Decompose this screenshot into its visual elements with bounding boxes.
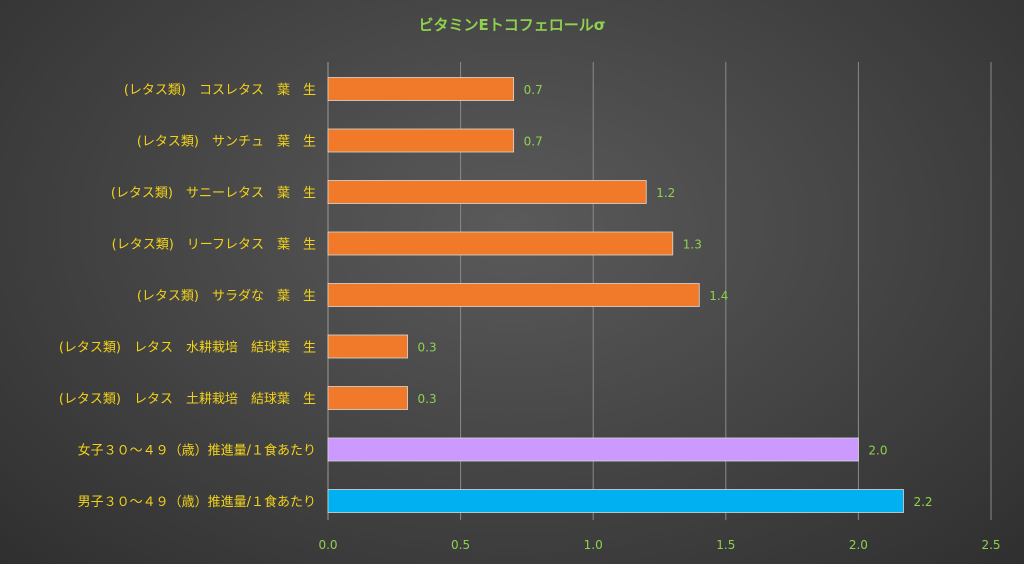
x-tick-label: 2.5 (981, 538, 1000, 552)
bar (327, 128, 515, 153)
x-tick-label: 1.0 (584, 538, 603, 552)
data-label: 1.3 (683, 238, 702, 252)
data-label: 1.2 (656, 186, 675, 200)
bar (327, 231, 674, 256)
data-label: 2.2 (913, 495, 932, 509)
x-tick-label: 0.5 (451, 538, 470, 552)
chart-title: ビタミンEトコフェロールσ (419, 16, 606, 34)
data-label: 0.3 (418, 392, 437, 406)
category-label: (レタス類) サラダな 葉 生 (137, 289, 316, 304)
bars (327, 77, 904, 513)
labels: 0.0 0.5 1.0 1.5 2.0 2.5 (レタス類) コスレタス 葉 生 0.7 (レタ… (59, 83, 1001, 552)
category-label: (レタス類) レタス 水耕栽培 結球葉 生 (59, 340, 316, 356)
data-label: 2.0 (868, 444, 887, 458)
x-tick-label: 2.0 (849, 538, 868, 552)
bar (327, 437, 859, 462)
bar (327, 283, 700, 307)
bar (327, 180, 647, 204)
bar (327, 77, 515, 101)
category-label: 女子３０～４９（歳）推進量/１食あたり (78, 443, 316, 459)
category-label: (レタス類) リーフレタス 葉 生 (112, 238, 316, 253)
category-label: (レタス類) レタス 土耕栽培 結球葉 生 (59, 391, 316, 407)
category-label: 男子３０～４９（歳）推進量/１食あたり (78, 494, 316, 510)
data-label: 1.4 (709, 289, 728, 303)
data-label: 0.3 (418, 341, 437, 355)
bar (327, 386, 408, 410)
category-label: (レタス類) サンチュ 葉 生 (137, 135, 316, 150)
category-label: (レタス類) サニーレタス 葉 生 (111, 186, 316, 201)
x-tick-label: 1.5 (716, 538, 735, 552)
data-label: 0.7 (524, 135, 543, 149)
x-tick-label: 0.0 (318, 538, 337, 552)
bar (327, 489, 904, 513)
data-label: 0.7 (524, 83, 543, 97)
bar (327, 334, 408, 359)
category-label: (レタス類) コスレタス 葉 生 (124, 83, 316, 98)
